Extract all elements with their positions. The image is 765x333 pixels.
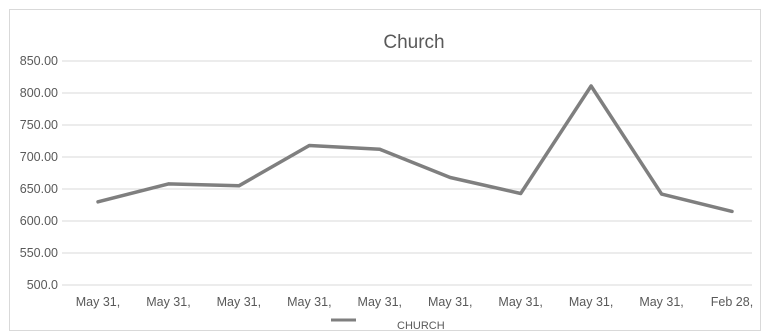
y-tick-label: 800.00 — [20, 86, 58, 100]
x-tick-label: May 31, — [287, 295, 331, 309]
data-point — [660, 192, 664, 196]
y-tick-label: 650.00 — [20, 182, 58, 196]
data-point — [307, 143, 311, 147]
data-point — [378, 147, 382, 151]
x-tick-label: May 31, — [639, 295, 683, 309]
x-tick-label: May 31, — [358, 295, 402, 309]
x-tick-label: May 31, — [146, 295, 190, 309]
y-tick-label: 750.00 — [20, 118, 58, 132]
y-tick-label: 550.00 — [20, 246, 58, 260]
data-point — [519, 191, 523, 195]
data-point — [166, 182, 170, 186]
x-tick-label: May 31, — [498, 295, 542, 309]
chart-title: Church — [383, 32, 444, 53]
legend-label: CHURCH — [397, 320, 445, 332]
gridlines — [62, 60, 752, 286]
x-tick-label: May 31, — [76, 295, 120, 309]
chart-area — [9, 9, 761, 331]
data-point — [589, 84, 593, 88]
y-tick-label: 600.00 — [20, 214, 58, 228]
x-tick-label: Feb 28, — [711, 295, 753, 309]
data-point — [237, 184, 241, 188]
legend: CHURCH — [331, 318, 445, 332]
x-tick-label: May 31, — [217, 295, 261, 309]
y-axis: 500.0 550.00 600.00 650.00 700.00 750.00 800.0… — [20, 54, 58, 292]
y-tick-label: 700.00 — [20, 150, 58, 164]
data-point — [448, 175, 452, 179]
x-tick-label: May 31, — [428, 295, 472, 309]
y-tick-label: 500.0 — [27, 278, 58, 292]
series-line — [96, 84, 734, 214]
data-point — [730, 209, 734, 213]
x-axis: May 31, May 31, May 31, May 31, May 31, May 3… — [76, 295, 753, 309]
x-tick-label: May 31, — [569, 295, 613, 309]
y-tick-label: 850.00 — [20, 54, 58, 68]
data-point — [96, 200, 100, 204]
series-group — [96, 84, 734, 214]
